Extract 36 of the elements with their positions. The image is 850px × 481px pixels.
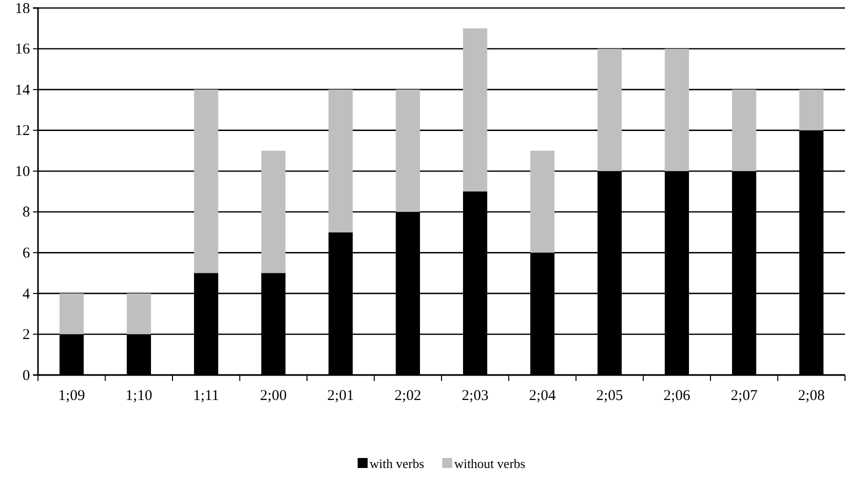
y-tick-label: 0 bbox=[22, 368, 30, 384]
bar bbox=[396, 90, 420, 212]
x-tick-label: 2;03 bbox=[462, 388, 488, 404]
bar bbox=[664, 48, 689, 172]
bar bbox=[60, 293, 84, 334]
bar bbox=[732, 90, 756, 172]
x-tick-label: 2;00 bbox=[260, 388, 287, 404]
x-tick-label: 2;08 bbox=[798, 388, 825, 404]
bar bbox=[799, 90, 824, 130]
x-tick-label: 2;04 bbox=[529, 388, 556, 404]
y-tick-label: 8 bbox=[22, 204, 30, 221]
y-tick-label: 4 bbox=[22, 286, 30, 302]
x-tick-label: 1;11 bbox=[193, 388, 220, 404]
bar bbox=[530, 150, 554, 253]
bar bbox=[598, 48, 622, 172]
y-tick-label: 18 bbox=[15, 0, 30, 17]
bar bbox=[328, 90, 353, 232]
y-tick-label: 14 bbox=[15, 82, 30, 98]
y-tick-label: 6 bbox=[22, 245, 30, 262]
bar bbox=[261, 150, 286, 274]
bar bbox=[194, 90, 218, 274]
x-tick-label: 2;02 bbox=[394, 388, 422, 404]
bar bbox=[126, 293, 151, 334]
x-tick-label: 1;09 bbox=[58, 388, 85, 404]
x-tick-label: 1;10 bbox=[126, 388, 152, 404]
legend-label: without verbs bbox=[454, 456, 526, 471]
x-tick-label: 2;05 bbox=[596, 388, 623, 404]
x-tick-label: 2;06 bbox=[664, 388, 691, 404]
legend-label: with verbs bbox=[370, 456, 424, 471]
y-tick-label: 2 bbox=[22, 327, 30, 344]
x-tick-label: 2;07 bbox=[730, 388, 758, 404]
x-tick-label: 2;01 bbox=[327, 388, 354, 404]
y-tick-label: 12 bbox=[15, 123, 30, 140]
bar bbox=[463, 28, 488, 192]
y-tick-label: 10 bbox=[15, 164, 30, 180]
y-tick-label: 16 bbox=[15, 42, 30, 58]
